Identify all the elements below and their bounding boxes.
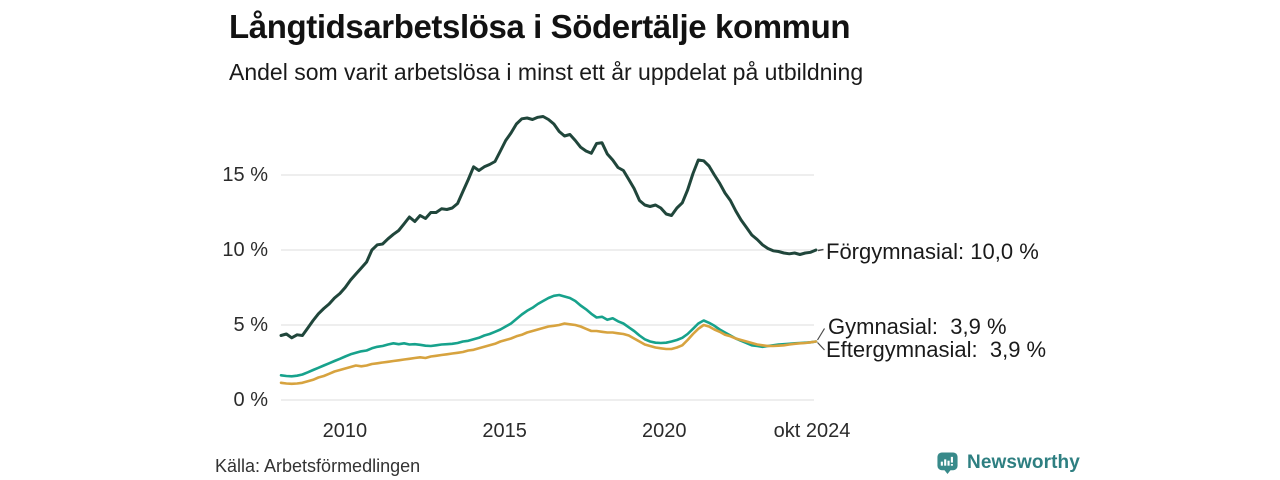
y-tick-label: 5 % [233, 314, 268, 336]
page-title: Långtidsarbetslösa i Södertälje kommun [229, 8, 851, 45]
source-note: Källa: Arbetsförmedlingen [215, 456, 421, 476]
y-tick-label: 10 % [222, 239, 268, 261]
x-tick-label: okt 2024 [773, 420, 851, 442]
newsworthy-logo: Newsworthy [936, 451, 1080, 475]
newsworthy-wordmark: Newsworthy [967, 452, 1080, 473]
line-forgymnasial [279, 115, 818, 340]
series-end-label-forgymnasial: Förgymnasial: 10,0 % [826, 239, 1039, 264]
connector-forgymnasial [817, 248, 824, 252]
bar-chart-speech-bubble-icon [937, 452, 958, 475]
y-tick-label: 0 % [233, 389, 268, 411]
gridlines [281, 174, 814, 401]
x-tick-label: 2010 [322, 420, 368, 442]
line-gymnasial [279, 293, 818, 378]
line-eftergymnasial [279, 322, 818, 386]
connector-eftergymnasial [817, 342, 825, 351]
label-connectors [816, 248, 826, 351]
y-tick-label: 15 % [222, 164, 268, 186]
x-tick-label: 2015 [482, 420, 527, 442]
series-end-label-eftergymnasial: Eftergymnasial: 3,9 % [826, 337, 1047, 362]
series-lines [279, 115, 818, 386]
page-subtitle: Andel som varit arbetslösa i minst ett å… [229, 59, 864, 85]
series-end-label-gymnasial: Gymnasial: 3,9 % [828, 314, 1007, 339]
x-tick-label: 2020 [642, 420, 687, 442]
connector-gymnasial [816, 328, 826, 341]
